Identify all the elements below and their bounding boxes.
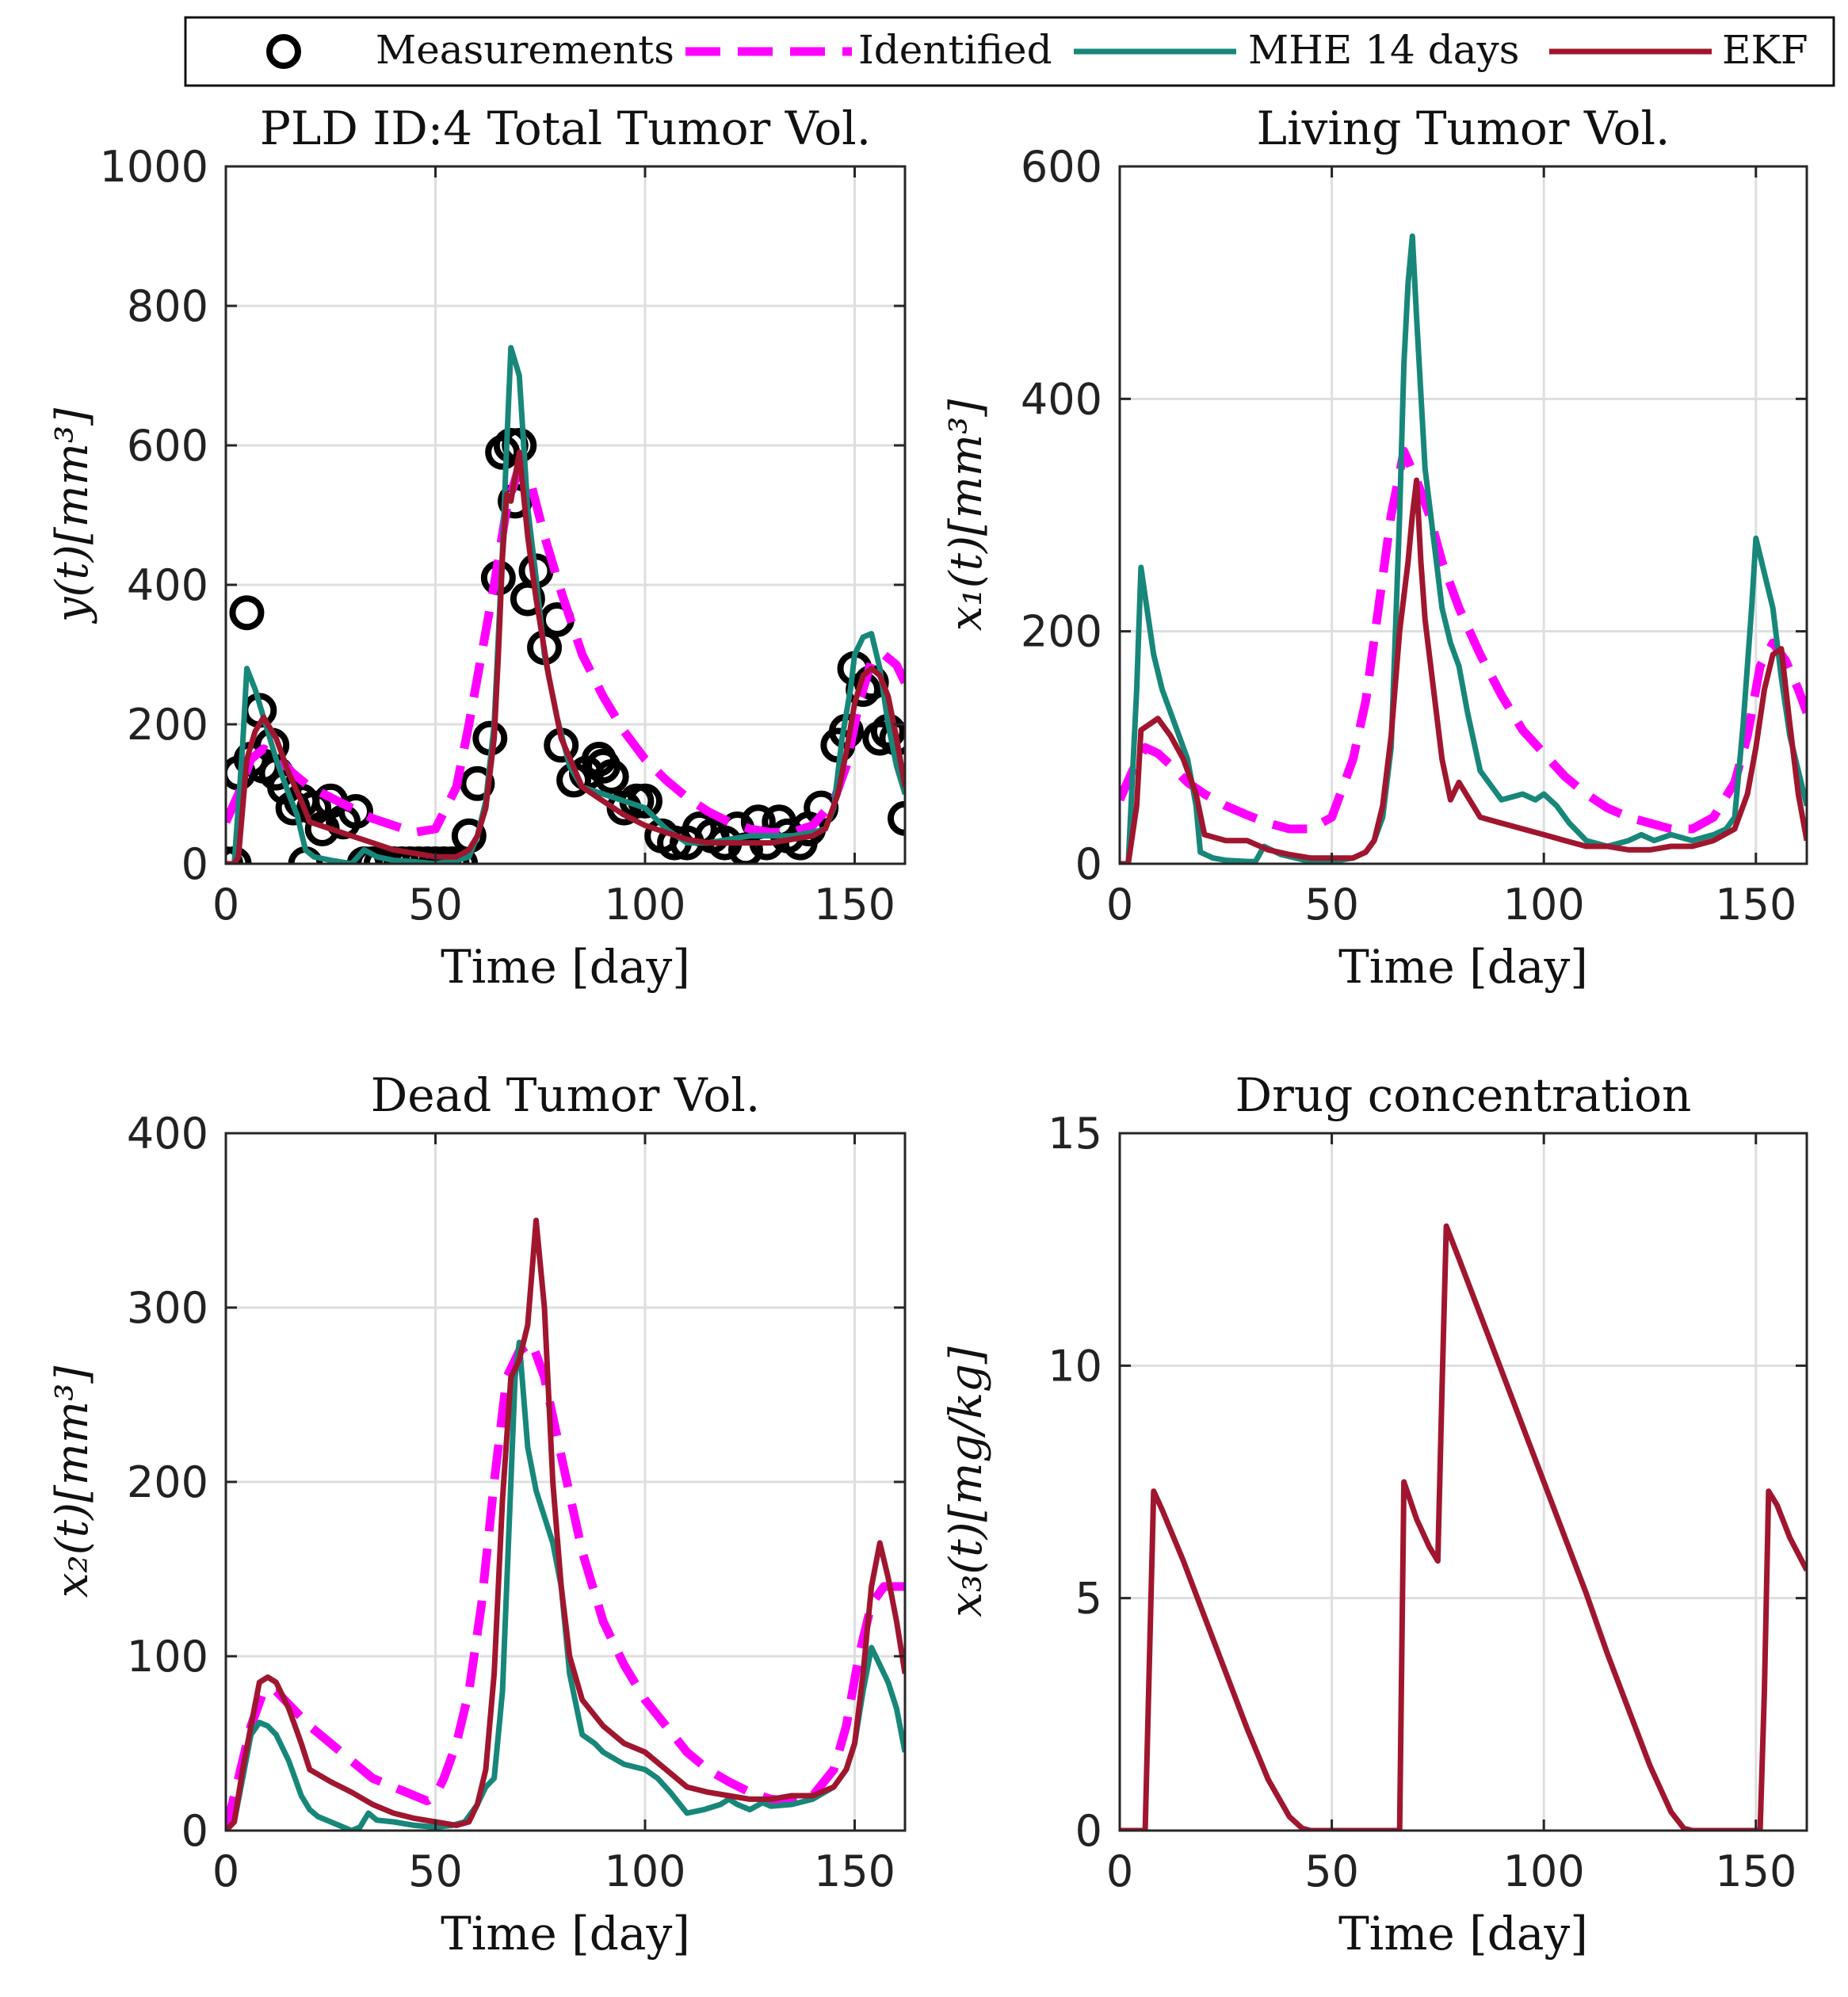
x-tick-label: 0 [1106,880,1133,930]
x-tick-label: 50 [1304,880,1359,930]
y-tick-label: 200 [127,700,208,750]
legend: Measurements Identified MHE 14 days EKF [184,16,1835,87]
panel-total-tumor-volume: 0 50 100 150 0 200 400 600 800 1000 PLD ID:4 Total… [47,101,907,994]
y-axis-label: x₂(t)[mm³] [47,1366,98,1598]
measurement-point [460,766,495,801]
x-axis-label: Time [day] [441,1907,690,1961]
measurement-point [229,595,265,631]
y-axis-label: y(t)[mm³] [47,408,98,624]
series-line-ekf [1120,477,1807,864]
x-tick-label: 150 [1715,880,1796,930]
y-tick-label: 300 [127,1283,208,1333]
y-tick-label: 600 [1021,142,1102,192]
x-tick-label: 50 [1304,1846,1359,1896]
series-group [226,1217,905,1831]
x-axis-label: Time [day] [1338,940,1588,994]
x-tick-label: 150 [1715,1846,1796,1896]
series-line-mhe-14-days [1120,233,1807,864]
panel-living-tumor-volume: 0 50 100 150 0 200 400 600 Living Tumor Vol. Time… [941,101,1808,994]
y-tick-label: 400 [1021,374,1102,424]
y-axis-label: x₁(t)[mm³] [941,399,992,632]
x-tick-label: 50 [408,880,463,930]
axes-frame [1118,165,1808,865]
series-group [1120,233,1807,864]
x-tick-label: 100 [604,880,685,930]
y-tick-label: 200 [127,1457,208,1507]
axes-frame [1118,1132,1808,1832]
x-tick-label: 50 [408,1846,463,1896]
legend-measurements-label: Measurements [376,27,674,73]
plot-area [1120,1133,1807,1831]
y-tick-label: 400 [127,1109,208,1159]
y-tick-label: 5 [1075,1574,1102,1624]
y-tick-label: 600 [127,421,208,471]
y-axis-label: x₃(t)[mg/kg] [941,1346,992,1617]
series-line-ekf [1120,1223,1807,1831]
x-tick-label: 100 [604,1846,685,1896]
legend-measurements-marker [266,34,301,69]
y-tick-label: 200 [1021,607,1102,657]
series-line-mhe-14-days [226,1339,905,1831]
x-tick-label: 0 [212,880,239,930]
y-tick-label: 15 [1048,1109,1102,1159]
y-tick-label: 0 [181,839,208,889]
x-axis-label: Time [day] [441,940,690,994]
panel-dead-tumor-volume: 0 50 100 150 0 100 200 300 400 Dead Tumor Vol. Tim… [47,1068,907,1961]
y-tick-label: 100 [127,1632,208,1682]
plot-area [1120,166,1807,864]
series-line-identified [1120,446,1807,834]
chart-title: PLD ID:4 Total Tumor Vol. [260,101,871,155]
series-line-identified [226,1338,905,1831]
x-tick-label: 100 [1503,1846,1585,1896]
measurement-point [338,794,373,829]
series-line-identified [226,461,905,837]
x-tick-label: 150 [814,1846,895,1896]
y-tick-label: 0 [181,1806,208,1856]
chart-title: Dead Tumor Vol. [371,1068,761,1122]
x-tick-label: 0 [212,1846,239,1896]
series-group [1120,1223,1807,1831]
y-tick-label: 0 [1075,1806,1102,1856]
legend-identified-label: Identified [858,27,1052,73]
measurement-point [363,846,399,864]
y-tick-label: 10 [1048,1341,1102,1391]
chart-title: Drug concentration [1235,1068,1692,1122]
legend-ekf-label: EKF [1722,27,1808,73]
y-tick-label: 800 [127,281,208,331]
legend-mhe-label: MHE 14 days [1248,27,1519,73]
y-tick-label: 400 [127,560,208,610]
chart-title: Living Tumor Vol. [1257,101,1670,155]
x-tick-label: 100 [1503,880,1585,930]
measurement-point [594,759,629,794]
series-line-ekf [226,449,905,864]
series-group [226,345,905,864]
series-line-ekf [226,1217,905,1831]
measurement-point [888,800,905,836]
x-axis-label: Time [day] [1338,1907,1588,1961]
panel-drug-concentration: 0 50 100 150 0 5 10 15 Drug concentration Time [d… [941,1068,1808,1961]
x-tick-label: 150 [814,880,895,930]
axes-frame [224,165,907,865]
y-tick-label: 1000 [100,142,208,192]
x-tick-label: 0 [1106,1846,1133,1896]
y-tick-label: 0 [1075,839,1102,889]
